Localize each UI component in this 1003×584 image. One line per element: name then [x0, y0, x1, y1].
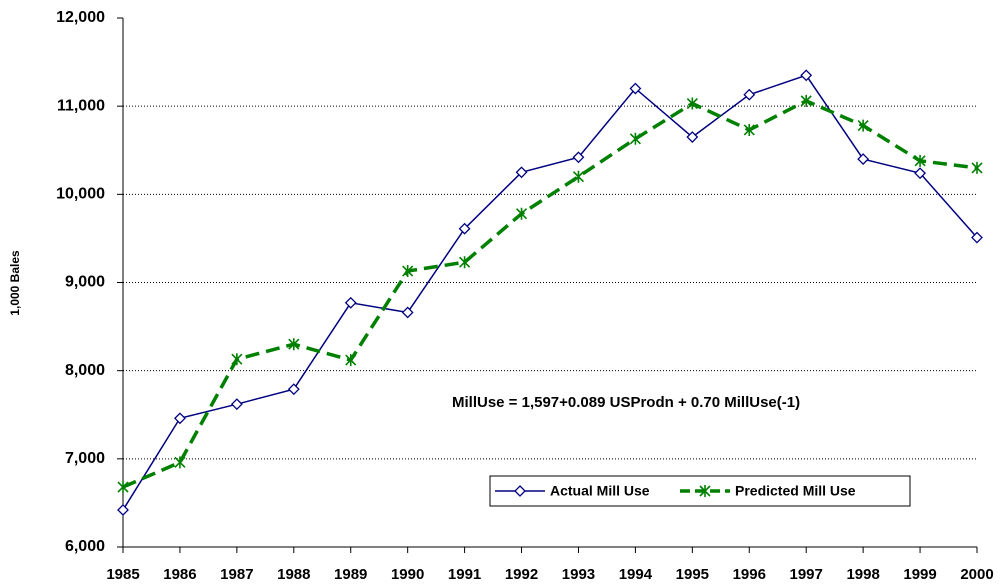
x-tick-label: 1993	[562, 566, 595, 583]
y-tick-label: 6,000	[65, 538, 105, 555]
x-tick-label: 1998	[846, 566, 879, 583]
star-marker	[174, 456, 186, 469]
diamond-marker	[515, 166, 528, 179]
diamond-marker	[800, 69, 813, 82]
y-tick-label: 11,000	[57, 97, 105, 114]
x-tick-label: 1985	[106, 566, 139, 583]
series-line	[122, 74, 978, 511]
star-marker	[857, 119, 869, 132]
y-tick-label: 8,000	[65, 362, 105, 379]
star-marker	[914, 154, 926, 167]
x-tick-label: 1994	[619, 566, 653, 583]
star-marker	[345, 354, 357, 367]
x-tick-label: 1999	[903, 566, 936, 583]
star-marker	[515, 207, 528, 220]
diamond-marker	[117, 504, 129, 516]
x-tick-label: 1989	[334, 566, 367, 583]
y-tick-label: 12,000	[56, 9, 105, 26]
series-line	[122, 98, 978, 489]
diamond-marker	[287, 383, 300, 396]
diamond-marker	[572, 151, 585, 164]
star-marker	[743, 123, 755, 136]
diamond-marker	[914, 167, 926, 180]
diamond-marker	[686, 131, 699, 143]
y-tick-label: 9,000	[65, 274, 105, 291]
y-axis-label: 1,000 Bales	[8, 250, 22, 316]
star-marker	[402, 265, 414, 278]
diamond-marker	[401, 306, 414, 319]
star-marker	[629, 132, 641, 145]
diamond-marker	[344, 296, 357, 309]
star-marker	[288, 338, 300, 351]
x-tick-label: 1988	[277, 566, 310, 583]
diamond-marker	[629, 82, 642, 95]
x-tick-label: 1991	[448, 566, 481, 583]
y-tick-label: 10,000	[56, 186, 105, 203]
x-tick-label: 1996	[733, 566, 766, 583]
star-marker	[231, 353, 243, 366]
diamond-marker	[857, 153, 870, 165]
star-marker	[686, 97, 698, 110]
x-tick-label: 1987	[220, 566, 253, 583]
diamond-marker	[743, 88, 756, 101]
x-tick-label: 1986	[163, 566, 196, 583]
legend-label: Actual Mill Use	[550, 483, 650, 499]
star-marker	[800, 94, 812, 107]
x-tick-label: 1990	[391, 566, 424, 583]
star-marker	[117, 481, 129, 494]
diamond-marker	[230, 398, 243, 411]
diamond-marker	[458, 222, 471, 235]
diamond-marker	[174, 412, 186, 425]
x-tick-label: 1997	[790, 566, 823, 583]
x-tick-label: 1995	[676, 566, 709, 583]
legend-marker	[699, 485, 711, 497]
legend-label: Predicted Mill Use	[735, 483, 856, 499]
x-tick-label: 2000	[960, 566, 993, 583]
annotation: MillUse = 1,597+0.089 USProdn + 0.70 Mil…	[452, 394, 800, 411]
legend-marker	[514, 485, 526, 497]
star-marker	[572, 170, 585, 183]
x-tick-label: 1992	[505, 566, 538, 583]
y-tick-label: 7,000	[65, 450, 105, 467]
star-marker	[459, 256, 471, 269]
diamond-marker	[971, 231, 983, 244]
star-marker	[971, 161, 983, 174]
